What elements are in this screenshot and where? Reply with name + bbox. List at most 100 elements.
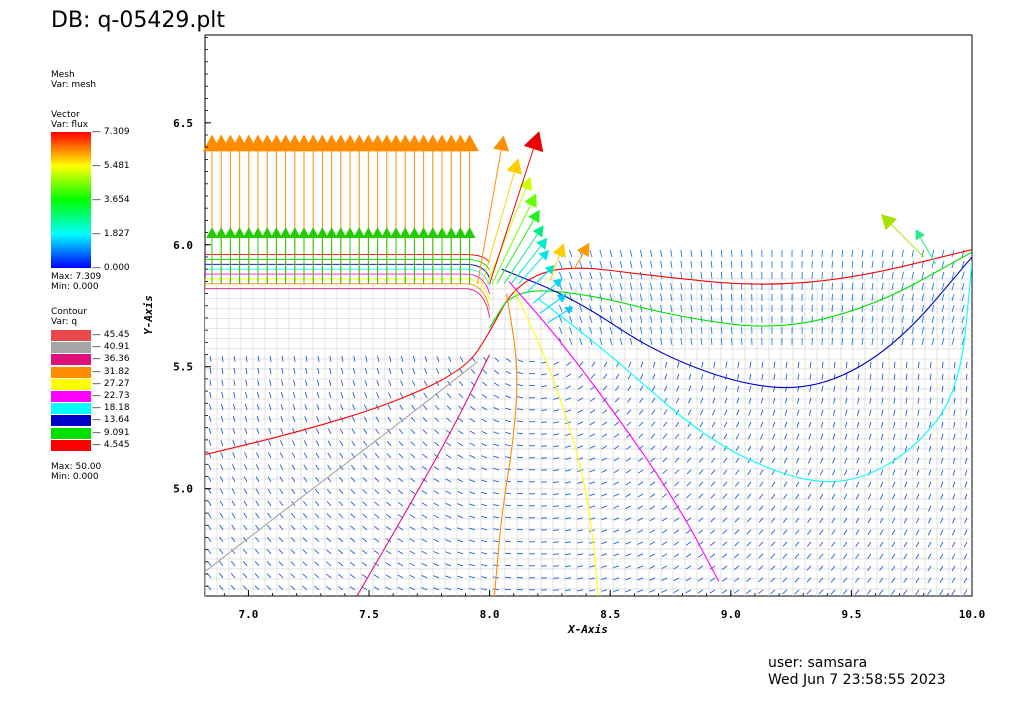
- vector-mark: [734, 541, 740, 547]
- vector-mark: [481, 552, 488, 555]
- vector-mark: [891, 589, 896, 595]
- vector-mark: [329, 367, 332, 374]
- vector-mark: [481, 418, 488, 423]
- vector-mark: [831, 541, 836, 547]
- vector-mark: [832, 433, 836, 440]
- vector-mark: [243, 500, 248, 507]
- vector-mark: [905, 361, 908, 368]
- vector-mark: [637, 493, 644, 498]
- vector-mark: [952, 469, 956, 476]
- vector-mark: [625, 457, 632, 462]
- vector-mark: [340, 380, 344, 386]
- vector-mark: [650, 457, 656, 463]
- vector-mark: [730, 304, 733, 312]
- vector-mark: [881, 282, 884, 291]
- contour-max: Max: 50.00: [51, 462, 102, 472]
- vector-mark: [893, 385, 896, 392]
- vector-mark: [928, 445, 932, 452]
- vector-mark: [256, 440, 260, 447]
- vector-mark: [469, 479, 476, 483]
- vector-mark: [794, 589, 800, 595]
- vector-mark: [734, 481, 740, 487]
- vector-mark: [397, 550, 404, 555]
- vector-mark: [433, 526, 440, 531]
- vector-mark: [911, 249, 915, 258]
- vector-mark: [661, 505, 668, 510]
- vector-mark: [761, 373, 764, 380]
- vector-mark: [327, 476, 332, 483]
- vector-mark: [928, 505, 932, 512]
- vector-mark: [820, 457, 824, 464]
- vector-mark: [208, 440, 212, 447]
- vector-mark: [760, 421, 764, 428]
- vector-mark: [329, 355, 332, 362]
- vector-mark: [916, 493, 920, 500]
- vector-mark: [397, 586, 404, 591]
- vector-mark: [613, 565, 620, 569]
- vector-mark: [674, 469, 680, 475]
- vector-mark: [685, 589, 692, 594]
- vector-mark: [589, 565, 596, 568]
- vector-mark: [709, 577, 716, 582]
- vector-mark: [941, 249, 945, 258]
- vector-mark: [279, 476, 284, 483]
- vector-mark: [565, 577, 572, 580]
- vector-mark: [720, 304, 723, 313]
- vector-mark: [735, 469, 740, 475]
- vector-mark: [892, 469, 896, 476]
- vector-mark: [649, 493, 656, 498]
- vector-mark: [553, 361, 560, 366]
- vector-mark: [459, 356, 464, 363]
- vector-mark: [854, 589, 860, 595]
- vector-mark: [661, 529, 668, 534]
- vector-mark: [517, 408, 524, 411]
- vector-mark: [290, 549, 296, 555]
- vector-mark: [254, 561, 260, 567]
- vector-mark: [831, 304, 834, 313]
- vector-mark: [364, 392, 368, 399]
- vector-mark: [316, 379, 320, 386]
- vector-mark: [821, 260, 823, 268]
- vector-mark: [494, 369, 500, 375]
- contour-legend-item: — 45.45: [51, 330, 130, 342]
- vector-mark: [577, 445, 584, 449]
- vector-mark: [794, 553, 800, 559]
- vector-mark: [397, 562, 404, 567]
- vector-mark: [398, 453, 404, 459]
- vector-mark: [374, 513, 380, 519]
- vector-mark: [457, 575, 464, 579]
- vector-mark: [243, 488, 248, 495]
- vector-mark: [565, 589, 572, 592]
- vector-mark: [720, 260, 723, 269]
- vector-mark: [609, 304, 613, 313]
- vector-mark: [553, 529, 560, 531]
- vector-mark: [736, 385, 740, 392]
- vector-mark: [278, 549, 284, 555]
- vector-mark: [493, 492, 500, 495]
- vector-mark: [758, 553, 764, 559]
- vector-mark: [268, 416, 272, 423]
- vector-mark: [711, 433, 716, 440]
- vector-mark: [255, 452, 260, 459]
- vector-mark: [302, 549, 308, 555]
- vector-mark: [619, 337, 623, 346]
- surface-arrow-shaft: [481, 158, 519, 284]
- vector-mark: [807, 481, 812, 488]
- vector-mark: [880, 421, 884, 428]
- vector-mark: [916, 469, 920, 476]
- vector-mark: [686, 469, 692, 475]
- vector-mark: [844, 421, 848, 428]
- vector-tick: — 3.654: [92, 195, 130, 205]
- vector-mark: [855, 493, 860, 500]
- vector-mark: [315, 464, 320, 471]
- vector-mark: [553, 373, 560, 377]
- vector-mark: [220, 428, 224, 434]
- vector-mark: [941, 361, 944, 368]
- vector-mark: [638, 457, 644, 462]
- vector-mark: [327, 464, 332, 471]
- vector-mark: [891, 553, 896, 560]
- vector-mark: [963, 589, 968, 596]
- surface-arrows: [202, 131, 937, 324]
- vector-mark: [279, 440, 284, 447]
- vector-mark: [589, 260, 593, 269]
